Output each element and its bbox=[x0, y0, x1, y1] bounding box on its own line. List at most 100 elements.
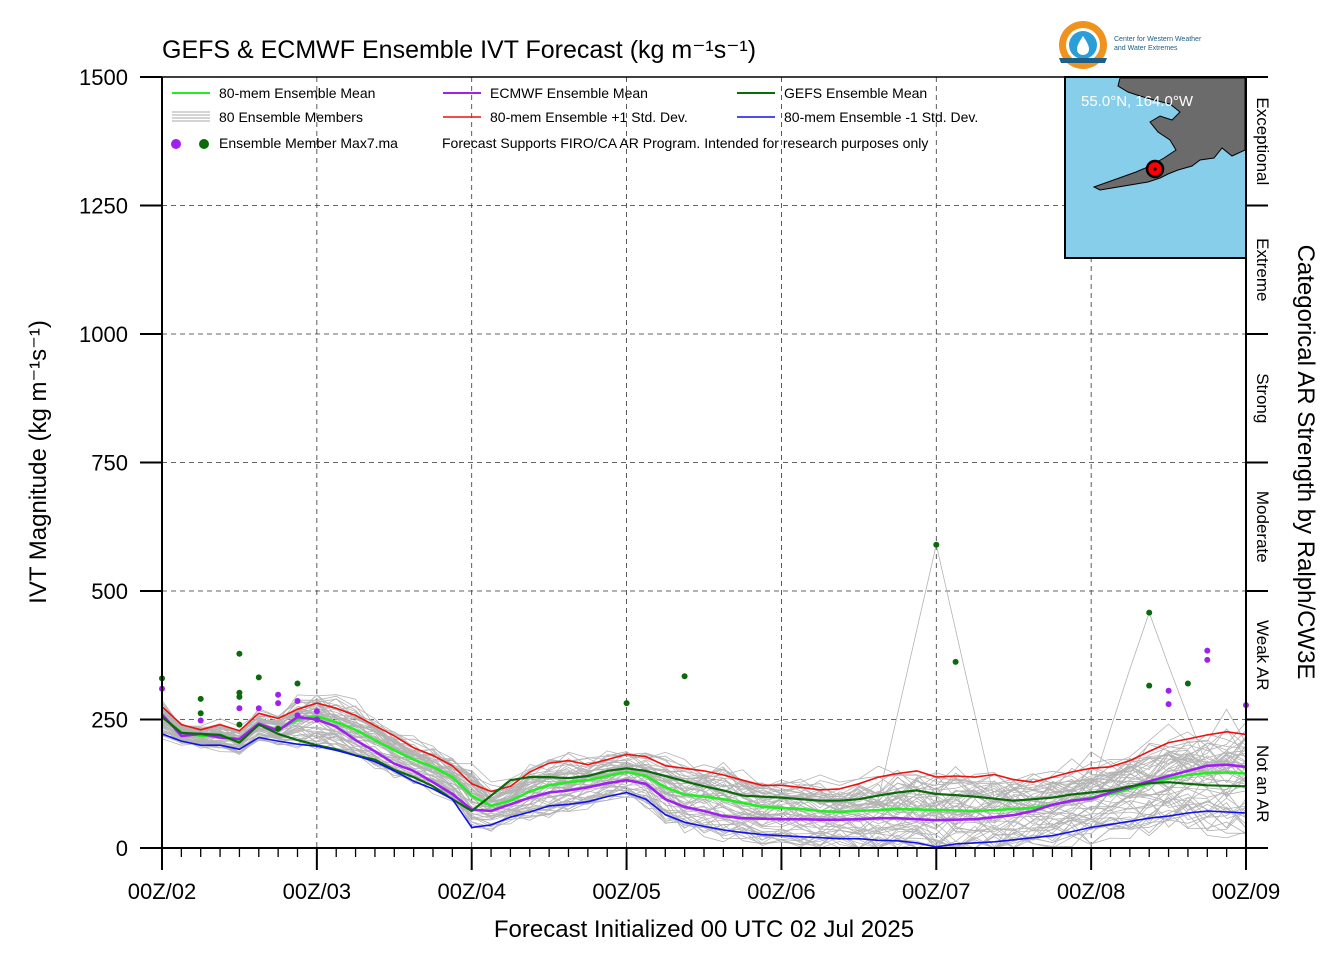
x-tick-label: 00Z/07 bbox=[902, 879, 971, 904]
ensemble-member-line bbox=[161, 731, 1247, 849]
ensemble-member-line bbox=[161, 729, 1247, 849]
logo-wave-icon bbox=[1059, 58, 1107, 63]
y-axis-label: IVT Magnitude (kg m⁻¹s⁻¹) bbox=[25, 320, 52, 604]
max-marker bbox=[255, 705, 262, 712]
max-marker bbox=[197, 695, 204, 702]
series-line-80-mem-ensemble-mean bbox=[161, 715, 1247, 814]
max-marker bbox=[1165, 701, 1172, 708]
x-tick-label: 00Z/03 bbox=[283, 879, 352, 904]
y-ticks: 0 250 500 750 1000 1250 1500 bbox=[79, 65, 162, 861]
max-marker bbox=[952, 658, 959, 665]
logo-drop-icon bbox=[1077, 36, 1089, 55]
ensemble-member-line bbox=[161, 698, 1247, 800]
ensemble-member-line bbox=[161, 712, 1247, 819]
max-marker bbox=[197, 717, 204, 724]
category-label: Exceptional bbox=[1253, 97, 1272, 185]
right-axis-label: Categorical AR Strength by Ralph/CW3E bbox=[1292, 245, 1319, 680]
legend-dot-ecmwf bbox=[171, 139, 181, 149]
ensemble-member-spike bbox=[1071, 611, 1208, 802]
max-marker bbox=[275, 725, 282, 732]
max-marker bbox=[275, 700, 282, 707]
max-marker bbox=[275, 691, 282, 698]
max-marker bbox=[197, 710, 204, 717]
max-marker bbox=[255, 674, 262, 681]
x-tick-label: 00Z/09 bbox=[1212, 879, 1281, 904]
legend-label-minus-std: 80-mem Ensemble -1 Std. Dev. bbox=[784, 109, 978, 125]
category-label: Not an AR bbox=[1253, 745, 1272, 823]
ensemble-member-line bbox=[161, 718, 1247, 830]
max-marker bbox=[1204, 656, 1211, 663]
max-marker bbox=[933, 541, 940, 548]
max-marker bbox=[1146, 682, 1153, 689]
y-tick-label: 1500 bbox=[79, 65, 128, 90]
ensemble-member-line bbox=[161, 726, 1247, 849]
max-marker bbox=[236, 693, 243, 700]
x-tick-label: 00Z/05 bbox=[592, 879, 661, 904]
location-marker-center bbox=[1153, 167, 1157, 171]
max-marker bbox=[294, 712, 301, 719]
legend-label-plus-std: 80-mem Ensemble +1 Std. Dev. bbox=[490, 109, 688, 125]
max-marker bbox=[1204, 647, 1211, 654]
max-marker bbox=[1184, 680, 1191, 687]
ensemble-member-line bbox=[161, 729, 1247, 849]
max-marker bbox=[294, 680, 301, 687]
max-marker bbox=[681, 673, 688, 680]
x-ticks: 00Z/02 00Z/03 00Z/04 00Z/05 00Z/06 00Z/07 00Z/… bbox=[128, 848, 1281, 904]
logo-text-line2: and Water Extremes bbox=[1114, 45, 1178, 52]
cw3e-logo: Center for Western Weather and Water Ext… bbox=[1059, 21, 1202, 69]
category-labels: Not an AR Weak AR Moderate Strong Extreme Exc… bbox=[1246, 76, 1272, 849]
max-marker bbox=[236, 721, 243, 728]
legend-label-ecmwf: ECMWF Ensemble Mean bbox=[490, 85, 648, 101]
max-marker bbox=[313, 716, 320, 723]
series-line-ecmwf-ensemble-mean bbox=[161, 713, 1247, 822]
ensemble-member-line bbox=[161, 724, 1247, 848]
series-line-80-mem-ensemble-1-std-dev- bbox=[161, 733, 1247, 848]
x-tick-label: 00Z/06 bbox=[747, 879, 816, 904]
x-tick-label: 00Z/04 bbox=[437, 879, 506, 904]
x-tick-label: 00Z/02 bbox=[128, 879, 197, 904]
inset-land bbox=[1092, 77, 1246, 191]
category-label: Extreme bbox=[1253, 238, 1272, 301]
ensemble-member-line bbox=[161, 707, 1247, 815]
y-tick-label: 750 bbox=[91, 451, 128, 476]
y-tick-label: 500 bbox=[91, 579, 128, 604]
max-marker bbox=[236, 689, 243, 696]
ensemble-member-line bbox=[161, 724, 1247, 848]
x-axis-label: Forecast Initialized 00 UTC 02 Jul 2025 bbox=[494, 916, 914, 943]
y-tick-label: 0 bbox=[116, 836, 128, 861]
location-inset-map: 55.0°N, 164.0°W bbox=[1064, 76, 1247, 259]
max-marker bbox=[623, 700, 630, 707]
y-tick-label: 1000 bbox=[79, 322, 128, 347]
max-marker bbox=[294, 698, 301, 704]
legend: 80-mem Ensemble Mean 80 Ensemble Members… bbox=[171, 85, 978, 151]
category-label: Strong bbox=[1253, 373, 1272, 423]
series-lines bbox=[161, 702, 1247, 848]
max-marker bbox=[236, 705, 243, 712]
series-line-80-mem-ensemble-1-std-dev- bbox=[161, 702, 1247, 793]
legend-disclaimer: Forecast Supports FIRO/CA AR Program. In… bbox=[442, 135, 928, 151]
inset-location-label: 55.0°N, 164.0°W bbox=[1081, 93, 1194, 110]
category-label: Moderate bbox=[1253, 491, 1272, 563]
max-marker bbox=[313, 708, 320, 715]
max-marker bbox=[236, 650, 243, 657]
y-tick-label: 1250 bbox=[79, 194, 128, 219]
legend-label-mean: 80-mem Ensemble Mean bbox=[219, 85, 375, 101]
max-markers bbox=[159, 541, 1249, 732]
chart-title: GEFS & ECMWF Ensemble IVT Forecast (kg m… bbox=[162, 36, 756, 64]
legend-swatch-members bbox=[172, 111, 210, 122]
legend-label-members: 80 Ensemble Members bbox=[219, 109, 363, 125]
ensemble-member-line bbox=[161, 703, 1247, 817]
y-tick-label: 250 bbox=[91, 708, 128, 733]
max-marker bbox=[1146, 609, 1153, 616]
ensemble-member-line bbox=[161, 732, 1247, 849]
max-marker bbox=[1165, 687, 1172, 694]
legend-label-gefs: GEFS Ensemble Mean bbox=[784, 85, 927, 101]
ensemble-member-spike bbox=[858, 544, 995, 812]
x-tick-label: 00Z/08 bbox=[1057, 879, 1126, 904]
ensemble-members bbox=[161, 544, 1247, 849]
category-label: Weak AR bbox=[1253, 620, 1272, 691]
legend-label-max: Ensemble Member Max7.ma bbox=[219, 135, 398, 151]
logo-text-line1: Center for Western Weather bbox=[1114, 36, 1202, 43]
